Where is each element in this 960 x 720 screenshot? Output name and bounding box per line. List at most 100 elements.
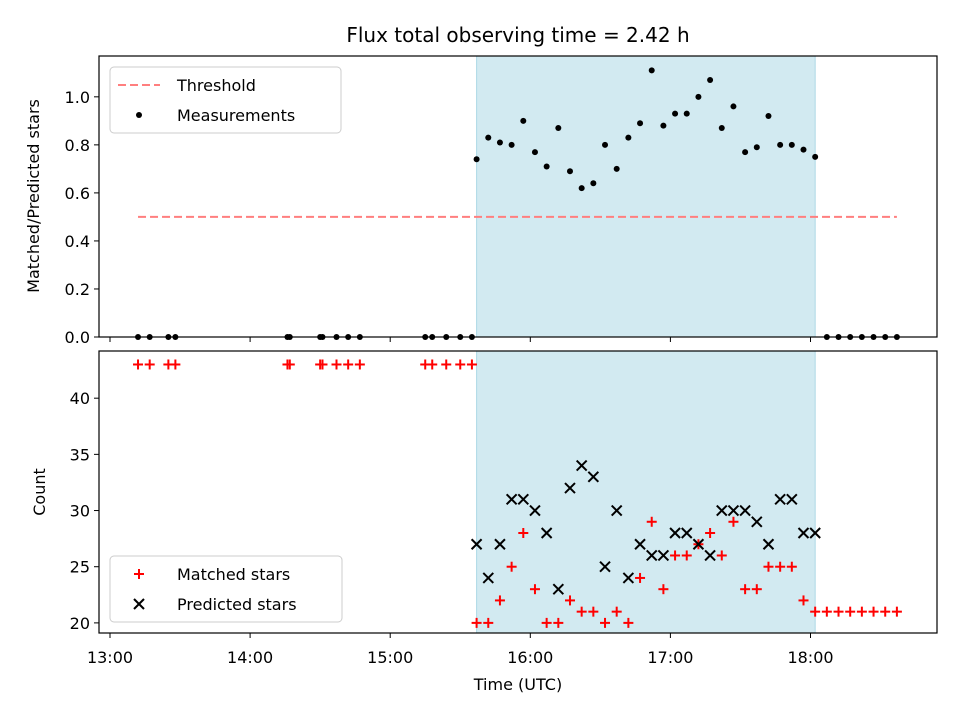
matched-star-marker xyxy=(658,584,669,595)
matched-star-marker xyxy=(494,595,505,606)
matched-star-marker xyxy=(354,359,365,370)
y-tick-label: 20 xyxy=(70,614,90,633)
y-tick-label: 35 xyxy=(70,445,90,464)
matched-star-marker xyxy=(427,359,438,370)
legend-box xyxy=(109,66,342,134)
matched-star-marker xyxy=(763,561,774,572)
predicted-star-marker xyxy=(716,504,728,517)
y-tick-label: 0.4 xyxy=(65,232,90,251)
measurement-point xyxy=(742,149,749,156)
time-x-ticks: 13:00 14:00 15:00 16:00 17:00 18:00 xyxy=(87,337,834,667)
legend-label: Threshold xyxy=(176,76,256,95)
count-legend: Matched stars Predicted stars xyxy=(109,555,343,623)
measurement-point xyxy=(788,141,795,148)
measurement-point xyxy=(508,141,515,148)
matched-star-marker xyxy=(144,359,155,370)
measurement-point xyxy=(812,153,819,160)
measurement-point xyxy=(520,117,527,124)
measurement-point xyxy=(707,77,714,84)
matched-star-marker xyxy=(343,359,354,370)
y-tick-label: 0.0 xyxy=(65,328,90,347)
ratio-legend: Threshold Measurements xyxy=(109,66,342,134)
matched-star-marker xyxy=(564,595,575,606)
measurement-point xyxy=(473,156,480,163)
measurement-point xyxy=(753,144,760,151)
matched-star-marker xyxy=(635,572,646,583)
observing-span-bottom xyxy=(476,350,816,634)
predicted-star-marker xyxy=(809,527,821,539)
predicted-star-marker xyxy=(762,538,775,550)
count-y-ticks: 20 25 30 35 40 xyxy=(70,389,99,633)
x-tick-label: 13:00 xyxy=(87,648,133,667)
predicted-star-marker xyxy=(610,504,623,517)
ratio-panel-frame xyxy=(98,55,938,338)
matched-star-marker xyxy=(133,359,144,370)
predicted-star-marker xyxy=(470,538,483,550)
count-panel-frame xyxy=(98,350,938,634)
predicted-star-marker xyxy=(774,493,786,506)
measurement-point xyxy=(730,103,737,110)
matched-star-marker xyxy=(868,606,879,617)
predicted-star-marker xyxy=(739,504,751,517)
measurement-point xyxy=(590,180,597,187)
predicted-star-marker xyxy=(634,538,646,550)
matched-star-marker xyxy=(705,528,716,539)
matched-star-marker xyxy=(681,550,692,561)
predicted-star-marker xyxy=(622,572,635,584)
measurement-point xyxy=(637,120,644,127)
measurement-point xyxy=(648,67,655,74)
predicted-star-marker xyxy=(657,549,670,562)
ratio-y-axis-label: Matched/Predicted stars xyxy=(24,99,43,293)
matched-star-marker xyxy=(821,606,832,617)
matched-star-marker xyxy=(716,550,727,561)
matched-star-marker xyxy=(284,359,295,370)
predicted-star-marker xyxy=(517,493,530,506)
matched-star-marker xyxy=(670,550,681,561)
matched-star-marker xyxy=(441,359,452,370)
measurement-point xyxy=(485,134,492,141)
matched-star-marker xyxy=(541,617,552,628)
measurement-point xyxy=(566,168,573,175)
observing-window-span xyxy=(476,55,816,338)
matched-star-marker xyxy=(646,516,657,527)
matched-star-marker xyxy=(600,617,611,628)
measurement-point xyxy=(602,141,609,148)
matched-star-marker xyxy=(798,595,809,606)
matched-star-marker xyxy=(455,359,466,370)
matched-star-marker xyxy=(611,606,622,617)
matched-star-marker xyxy=(833,606,844,617)
measurement-point xyxy=(555,125,562,132)
matched-star-marker xyxy=(751,584,762,595)
matched-star-marker xyxy=(891,606,902,617)
predicted-star-marker xyxy=(681,527,693,539)
y-tick-label: 40 xyxy=(70,389,90,408)
legend-symbol xyxy=(136,112,142,118)
measurement-point xyxy=(613,165,620,172)
matched-star-marker xyxy=(740,584,751,595)
observing-window-span xyxy=(476,350,816,634)
measurement-point xyxy=(695,93,702,100)
predicted-star-marker xyxy=(552,583,565,595)
x-tick-label: 14:00 xyxy=(227,648,273,667)
measurement-point xyxy=(543,163,550,170)
matched-star-marker xyxy=(623,617,634,628)
matched-star-marker xyxy=(880,606,891,617)
legend-box xyxy=(109,555,343,623)
legend-symbol xyxy=(134,569,144,579)
count-y-axis-label: Count xyxy=(30,468,49,516)
measurement-point xyxy=(777,141,784,148)
predicted-star-marker xyxy=(482,572,494,584)
measurement-point xyxy=(765,113,772,120)
x-tick-label: 15:00 xyxy=(367,648,413,667)
matched-star-marker xyxy=(170,359,181,370)
y-tick-label: 0.8 xyxy=(65,136,90,155)
predicted-star-marker xyxy=(727,504,740,517)
legend-symbol xyxy=(133,598,145,610)
measurement-point xyxy=(800,146,807,153)
legend-label: Predicted stars xyxy=(177,595,297,614)
matched-star-marker xyxy=(856,606,867,617)
predicted-star-marker xyxy=(540,527,553,539)
matched-star-marker xyxy=(576,606,587,617)
predicted-star-marker xyxy=(751,516,763,528)
predicted-star-marker xyxy=(786,493,798,506)
